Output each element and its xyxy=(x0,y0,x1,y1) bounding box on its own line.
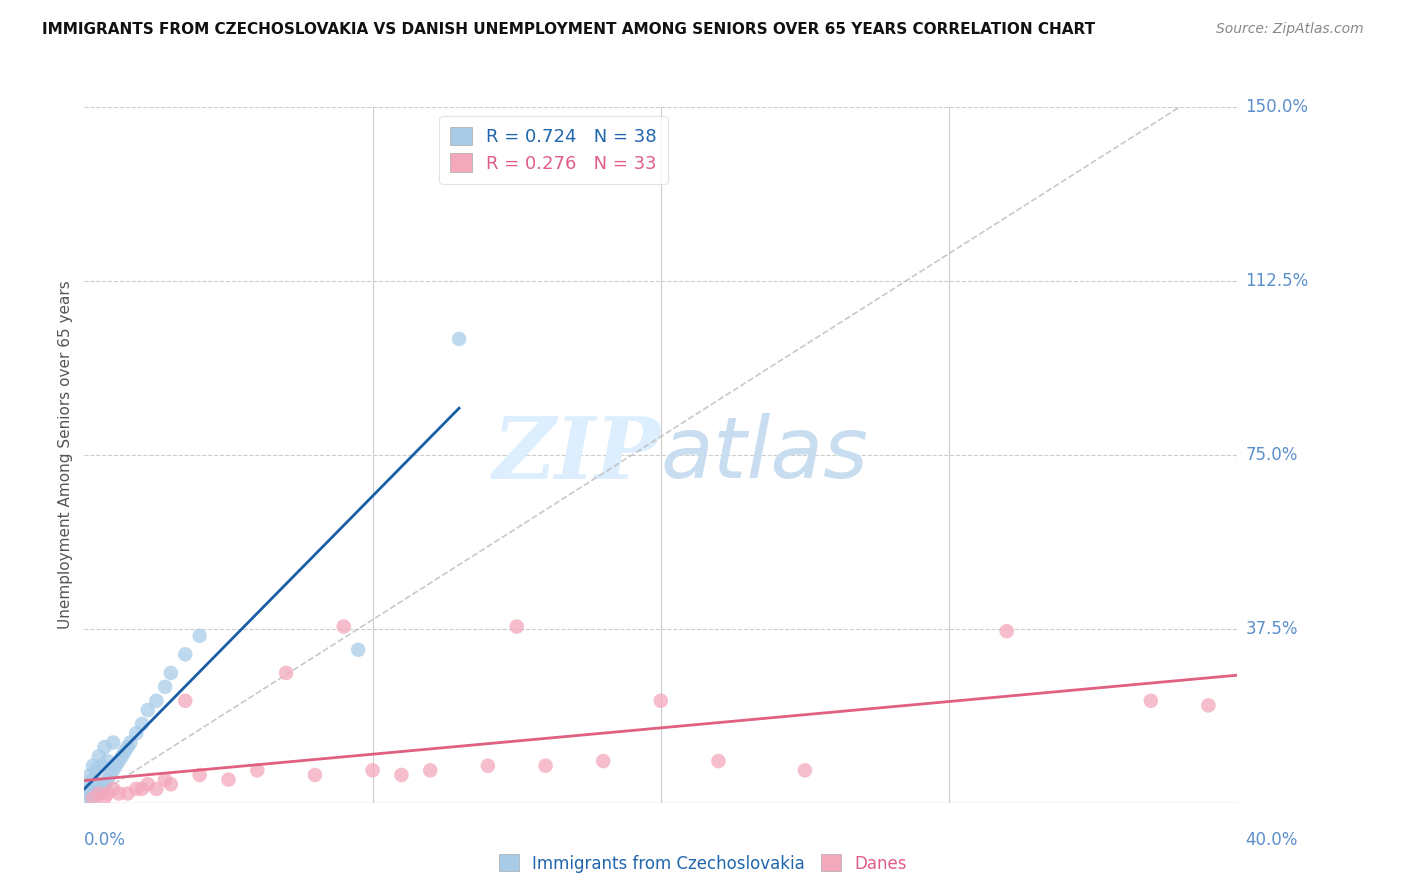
Point xyxy=(96,772,118,787)
Point xyxy=(153,680,176,694)
Legend: Immigrants from Czechoslovakia, Danes: Immigrants from Czechoslovakia, Danes xyxy=(492,847,914,880)
Point xyxy=(114,745,136,759)
Point xyxy=(87,777,110,791)
Point xyxy=(79,781,101,796)
Point xyxy=(87,749,110,764)
Point xyxy=(136,777,159,791)
Y-axis label: Unemployment Among Seniors over 65 years: Unemployment Among Seniors over 65 years xyxy=(58,281,73,629)
Point xyxy=(82,791,104,805)
Point xyxy=(1197,698,1219,713)
Point xyxy=(347,642,370,657)
Text: 75.0%: 75.0% xyxy=(1246,446,1298,464)
Point xyxy=(707,754,730,768)
Point xyxy=(93,791,115,805)
Point xyxy=(79,791,101,805)
Point xyxy=(246,764,269,778)
Point xyxy=(145,781,167,796)
Point xyxy=(174,694,197,708)
Point xyxy=(131,781,153,796)
Point xyxy=(160,777,183,791)
Point xyxy=(145,694,167,708)
Point xyxy=(82,758,104,772)
Point xyxy=(650,694,672,708)
Point xyxy=(103,764,124,778)
Point xyxy=(136,703,159,717)
Point xyxy=(111,749,134,764)
Point xyxy=(76,777,98,791)
Text: atlas: atlas xyxy=(661,413,869,497)
Point xyxy=(793,764,815,778)
Point xyxy=(534,758,557,772)
Point xyxy=(174,648,197,662)
Text: 37.5%: 37.5% xyxy=(1246,620,1298,638)
Point xyxy=(79,768,101,782)
Point xyxy=(103,735,124,749)
Point xyxy=(98,768,121,782)
Point xyxy=(160,665,183,680)
Point xyxy=(87,787,110,801)
Point xyxy=(117,787,139,801)
Point xyxy=(105,758,128,772)
Legend: R = 0.724   N = 38, R = 0.276   N = 33: R = 0.724 N = 38, R = 0.276 N = 33 xyxy=(439,116,668,184)
Point xyxy=(87,787,110,801)
Point xyxy=(117,740,139,755)
Text: 0.0%: 0.0% xyxy=(84,830,127,848)
Point xyxy=(188,768,211,782)
Point xyxy=(82,772,104,787)
Point xyxy=(82,787,104,801)
Point xyxy=(995,624,1018,639)
Point xyxy=(592,754,614,768)
Point xyxy=(84,764,107,778)
Point xyxy=(274,665,298,680)
Point xyxy=(477,758,499,772)
Text: ZIP: ZIP xyxy=(494,413,661,497)
Point xyxy=(131,717,153,731)
Text: 112.5%: 112.5% xyxy=(1246,272,1309,290)
Point xyxy=(96,754,118,768)
Point xyxy=(361,764,384,778)
Point xyxy=(120,735,142,749)
Point xyxy=(332,619,354,633)
Point xyxy=(419,764,441,778)
Point xyxy=(1139,694,1161,708)
Point xyxy=(108,754,131,768)
Point xyxy=(93,777,115,791)
Point xyxy=(506,619,529,633)
Point xyxy=(90,758,112,772)
Point xyxy=(76,787,98,801)
Point xyxy=(108,787,131,801)
Text: IMMIGRANTS FROM CZECHOSLOVAKIA VS DANISH UNEMPLOYMENT AMONG SENIORS OVER 65 YEAR: IMMIGRANTS FROM CZECHOSLOVAKIA VS DANISH… xyxy=(42,22,1095,37)
Point xyxy=(153,772,176,787)
Point xyxy=(96,787,118,801)
Point xyxy=(188,629,211,643)
Text: Source: ZipAtlas.com: Source: ZipAtlas.com xyxy=(1216,22,1364,37)
Text: 40.0%: 40.0% xyxy=(1246,830,1298,848)
Point xyxy=(125,781,148,796)
Point xyxy=(103,781,124,796)
Point xyxy=(304,768,326,782)
Point xyxy=(125,726,148,740)
Text: 150.0%: 150.0% xyxy=(1246,98,1309,116)
Point xyxy=(90,781,112,796)
Point xyxy=(84,781,107,796)
Point xyxy=(93,740,115,755)
Point xyxy=(447,332,470,346)
Point xyxy=(391,768,413,782)
Point xyxy=(217,772,239,787)
